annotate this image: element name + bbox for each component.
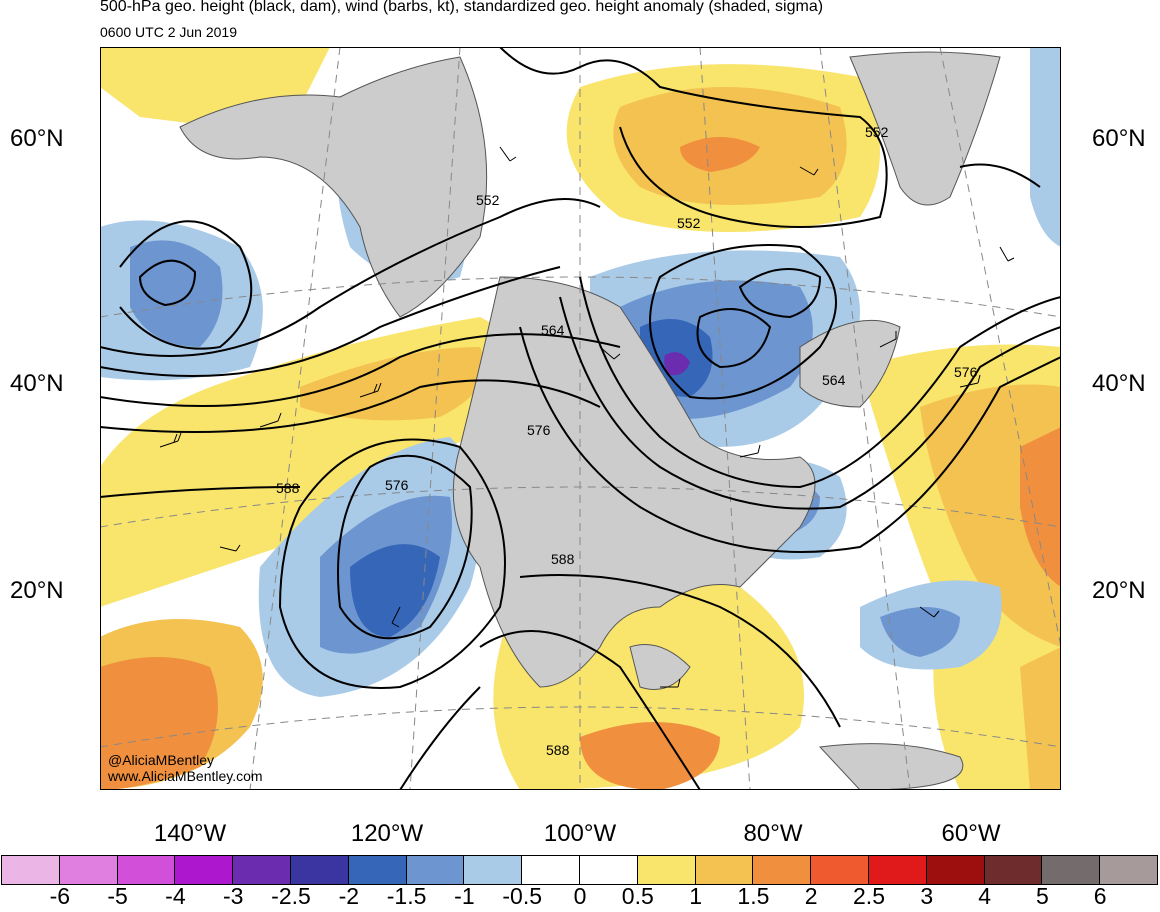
colorbar-tick-label: -0.5 — [502, 883, 543, 909]
colorbar-cell — [694, 855, 754, 885]
colorbar-tick-label: 3 — [920, 883, 934, 909]
contour-label: 588 — [551, 551, 575, 567]
valid-time: 0600 UTC 2 Jun 2019 — [100, 24, 237, 40]
contour-label: 576 — [527, 422, 551, 438]
colorbar-cell — [1, 855, 60, 885]
colorbar-tick-label: -2.5 — [271, 883, 311, 909]
contour-label: 576 — [385, 477, 409, 493]
colorbar-tick-label: 4 — [978, 883, 991, 909]
colorbar-cell — [58, 855, 118, 885]
colorbar-cell — [289, 855, 349, 885]
colorbar-cell — [463, 855, 523, 885]
colorbar-tick-label: -3 — [222, 883, 244, 909]
colorbar-cell — [116, 855, 176, 885]
colorbar-cell — [521, 855, 580, 885]
map-title: 500-hPa geo. height (black, dam), wind (… — [100, 0, 824, 15]
lon-label: 80°W — [743, 820, 803, 847]
graticule — [100, 47, 1061, 790]
colorbar-cell — [752, 855, 812, 885]
colorbar-cell — [1041, 855, 1101, 885]
colorbar-tick-label: 1 — [689, 883, 702, 909]
contour-label: 588 — [546, 742, 570, 758]
colorbar — [1, 855, 1158, 885]
colorbar-cell — [347, 855, 407, 885]
colorbar-cell — [232, 855, 291, 885]
colorbar-cell — [174, 855, 234, 885]
colorbar-tick-label: 2.5 — [853, 883, 885, 909]
colorbar-tick-label: 0 — [573, 883, 587, 909]
contour-label: 576 — [954, 364, 978, 380]
contour-label: 552 — [677, 215, 701, 231]
lat-label-left: 40°N — [10, 370, 64, 397]
lat-label-right: 60°N — [1092, 125, 1146, 152]
colorbar-cell — [636, 855, 696, 885]
colorbar-tick-label: -6 — [49, 883, 71, 909]
colorbar-tick-label: -4 — [165, 883, 186, 909]
contour-label: 588 — [276, 480, 300, 496]
lon-label: 100°W — [543, 820, 617, 847]
map-canvas — [100, 47, 1061, 790]
colorbar-tick-label: -2 — [338, 883, 360, 909]
contour-label: 552 — [865, 124, 889, 140]
contour-label: 552 — [476, 192, 500, 208]
colorbar-cell — [578, 855, 638, 885]
lon-label: 140°W — [153, 820, 227, 847]
colorbar-tick-label: 6 — [1093, 883, 1107, 909]
colorbar-cell — [983, 855, 1043, 885]
colorbar-tick-label: 2 — [804, 883, 818, 909]
colorbar-cell — [1099, 855, 1158, 885]
contour-label: 564 — [541, 322, 565, 338]
contour-label: 564 — [822, 372, 846, 388]
credit-website: www.AliciaMBentley.com — [108, 768, 263, 784]
colorbar-cell — [405, 855, 465, 885]
lon-label: 60°W — [941, 820, 1001, 847]
weather-map — [100, 47, 1061, 790]
lon-label: 120°W — [350, 820, 424, 847]
colorbar-tick-label: -1 — [454, 883, 475, 909]
height-contours — [100, 47, 1061, 790]
colorbar-tick-label: 0.5 — [621, 883, 654, 909]
colorbar-tick-label: -5 — [107, 883, 128, 909]
lat-label-right: 40°N — [1092, 370, 1146, 397]
lat-label-left: 20°N — [10, 577, 64, 604]
colorbar-cell — [810, 855, 869, 885]
lat-label-left: 60°N — [10, 125, 64, 152]
colorbar-cell — [867, 855, 927, 885]
colorbar-tick-label: -1.5 — [386, 883, 427, 909]
credit-handle: @AliciaMBentley — [108, 752, 215, 768]
wind-barbs — [159, 146, 1015, 688]
colorbar-tick-label: 1.5 — [737, 883, 770, 909]
colorbar-tick-label: 5 — [1035, 883, 1049, 909]
lat-label-right: 20°N — [1092, 577, 1146, 604]
colorbar-cell — [925, 855, 985, 885]
